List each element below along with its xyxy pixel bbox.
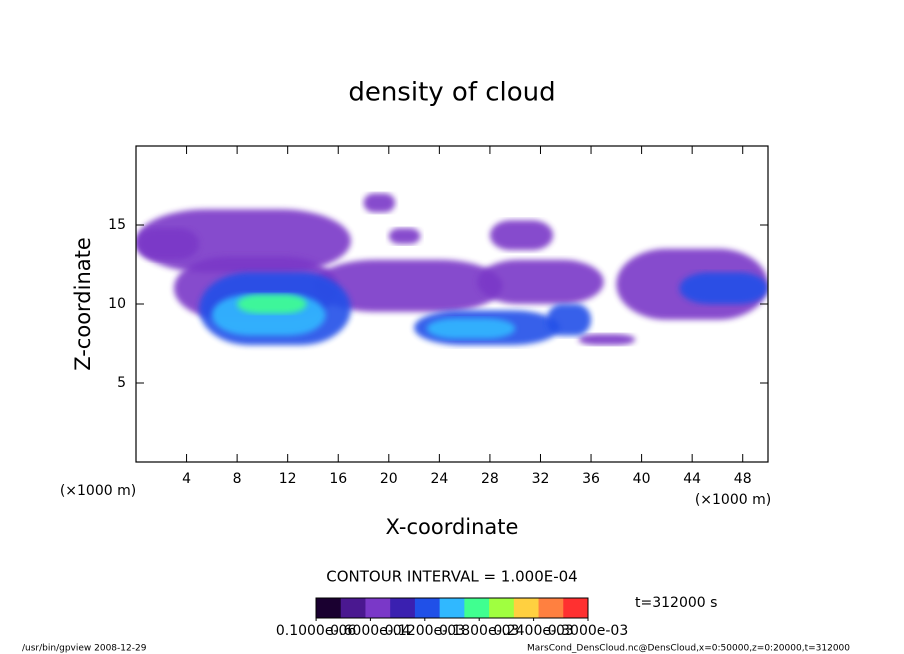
x-tick-label: 48 bbox=[734, 471, 752, 487]
colorbar-cell bbox=[390, 598, 416, 618]
footer-right: MarsCond_DensCloud.nc@DensCloud,x=0:5000… bbox=[527, 644, 850, 654]
colorbar-label: 0.6000e-04 bbox=[330, 623, 411, 639]
colorbar-cell bbox=[439, 598, 465, 618]
y-tick-label: 15 bbox=[108, 217, 126, 233]
x-tick-label: 32 bbox=[532, 471, 550, 487]
colorbar-cell bbox=[538, 598, 564, 618]
colorbar-cell bbox=[340, 598, 366, 618]
x-axis-title: X-coordinate bbox=[386, 515, 519, 539]
colorbar-label: 0.1000e-06 bbox=[276, 623, 357, 639]
cloud-region bbox=[679, 272, 768, 304]
colorbar-cell bbox=[316, 598, 342, 618]
colorbar-label: 0.2400e-03 bbox=[493, 623, 573, 639]
x-tick-label: 36 bbox=[582, 471, 600, 487]
colorbar-label: 0.3000e-03 bbox=[548, 623, 628, 639]
y-tick-label: 10 bbox=[108, 296, 126, 312]
contour-interval: CONTOUR INTERVAL = 1.000E-04 bbox=[326, 568, 577, 586]
colorbar-cell bbox=[489, 598, 515, 618]
colorbar-label: 0.1200e-03 bbox=[385, 623, 465, 639]
cloud-region bbox=[489, 220, 554, 251]
x-tick-label: 28 bbox=[481, 471, 499, 487]
colorbar-cell bbox=[414, 598, 441, 618]
cloud-region bbox=[312, 259, 503, 312]
cloud-region bbox=[136, 228, 200, 260]
footer-left: /usr/bin/gpview 2008-12-29 bbox=[22, 644, 147, 654]
x-tick-label: 44 bbox=[683, 471, 701, 487]
x-tick-label: 8 bbox=[233, 471, 242, 487]
x-tick-label: 16 bbox=[329, 471, 347, 487]
colorbar-cell bbox=[464, 598, 490, 618]
colorbar-frame bbox=[315, 597, 589, 619]
cloud-region bbox=[477, 259, 604, 304]
cloud-region bbox=[388, 228, 421, 244]
x-unit-label: (×1000 m) bbox=[695, 492, 771, 508]
cloud-region bbox=[237, 294, 307, 314]
colorbar-cell bbox=[563, 598, 589, 618]
colorbar-cell bbox=[365, 598, 391, 618]
x-unit-label: (×1000 m) bbox=[60, 483, 136, 499]
cloud-region bbox=[578, 334, 636, 346]
y-axis-title: Z-coordinate bbox=[71, 237, 95, 371]
x-tick-label: 24 bbox=[430, 471, 448, 487]
x-tick-label: 12 bbox=[279, 471, 297, 487]
colorbar-cell bbox=[513, 598, 540, 618]
cloud-region bbox=[546, 304, 592, 336]
field bbox=[136, 193, 768, 346]
chart-title: density of cloud bbox=[348, 78, 555, 108]
time-label: t=312000 s bbox=[635, 595, 717, 611]
cloud-region bbox=[363, 193, 396, 213]
x-tick-label: 40 bbox=[633, 471, 651, 487]
colorbar-label: 0.1800e-03 bbox=[439, 623, 519, 639]
plot-area bbox=[136, 193, 768, 346]
y-tick-label: 5 bbox=[117, 375, 126, 391]
cloud-region bbox=[426, 318, 516, 339]
x-tick-label: 4 bbox=[182, 471, 191, 487]
x-tick-label: 20 bbox=[380, 471, 398, 487]
